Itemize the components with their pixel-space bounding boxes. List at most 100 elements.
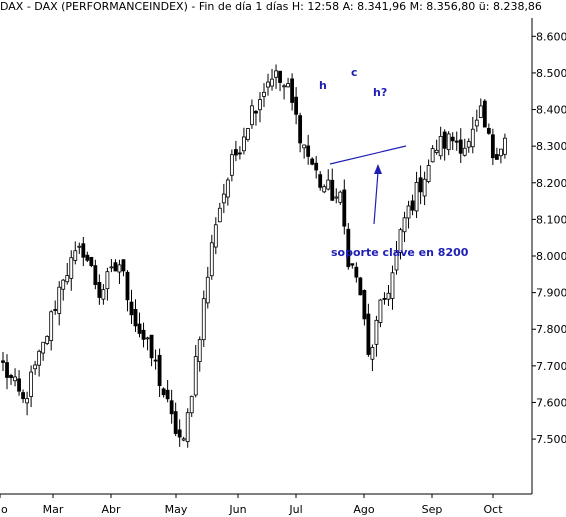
x-axis: o Mar Abr May Jun Jul Ago Sep Oct [0,493,532,516]
candle-body [478,105,483,118]
candle-body [426,165,431,182]
candle-body [145,337,150,340]
candle-body [382,298,387,300]
candle-body [217,207,222,223]
candle-body [406,205,411,219]
candle-body [418,177,423,193]
candle-body [69,257,74,279]
x-tick-label: Mar [43,503,64,516]
candle-body [338,191,343,203]
candle-body [358,277,363,296]
candle-body [21,392,25,400]
candle-body [362,290,367,320]
candle-body [394,251,399,271]
candle-body [434,149,439,153]
candle-body [205,276,210,304]
candle-body [258,99,262,111]
candle-body [470,128,475,148]
candle-body [278,70,282,83]
candle-body [121,259,126,272]
candle-body [229,154,234,176]
candle-body [378,299,383,323]
candle-body [65,275,70,283]
candle-body [442,131,447,149]
annotation-h-right: h? [373,86,387,99]
candle-body [274,70,278,78]
arrow-icon [373,171,379,225]
x-tick-label: Oct [483,503,503,516]
candle-body [490,134,495,159]
candle-body [298,115,303,144]
candle-body [25,398,29,404]
y-tick-label: 8.000 [536,250,566,263]
x-tick-label: o [1,503,8,516]
candle-body [185,412,190,442]
candle-body [446,133,451,151]
candle-body [173,411,178,434]
candle-body [450,136,455,142]
candle-body [266,81,270,88]
candle-body [238,152,242,155]
candle-body [330,179,335,201]
candle-body [354,266,359,278]
candle-body [366,313,371,355]
x-tick-label: Sep [422,503,443,516]
y-tick-label: 8.600 [536,30,566,43]
candle-body [414,181,419,212]
candle-body [466,141,471,148]
candle-body [346,228,351,268]
candle-body [37,350,42,366]
candle-body [29,371,34,397]
candle-body [318,174,323,188]
candle-body [221,193,226,204]
candle-body [165,389,170,400]
candle-body [105,271,110,290]
support-trendline [329,145,407,165]
candle-body [225,179,230,198]
candle-body [410,200,415,211]
candle-body [262,91,266,97]
candle-body [290,78,294,103]
candle-body [282,85,286,88]
y-tick-label: 8.500 [536,67,566,80]
candle-body [486,128,491,134]
candle-body [85,254,90,261]
y-tick-label: 8.100 [536,213,566,226]
candle-body [233,149,238,156]
x-tick-label: Abr [101,503,121,516]
candle-body [398,229,403,253]
annotation-support: soporte clave en 8200 [331,246,469,259]
candle-body [61,279,66,290]
candle-body [402,217,407,233]
x-tick-label: Ago [353,503,375,516]
candle-body [13,376,17,382]
candle-body [458,139,463,154]
candle-body [73,250,78,261]
candle-body [125,271,130,301]
y-tick-label: 7.600 [536,396,566,409]
chart-header: DAX - DAX (PERFORMANCEINDEX) - Fin de dí… [0,0,542,13]
candle-body [169,400,174,415]
candle-body [113,262,118,272]
candles-group [1,64,507,448]
annotation-c: c [351,66,358,79]
candle-body [302,144,307,149]
y-tick-label: 8.200 [536,177,566,190]
candle-body [157,354,162,387]
candle-body [370,347,375,360]
candle-body [201,298,206,341]
candle-body [350,263,355,266]
candle-body [454,140,459,143]
candle-body [129,301,134,316]
candle-body [89,256,94,266]
candle-body [294,96,299,115]
candle-body [109,266,114,269]
candle-body [494,154,499,160]
candle-body [254,110,258,114]
candle-body [101,289,106,300]
candle-body [45,336,50,344]
y-tick-label: 7.800 [536,323,566,336]
candle-body [81,243,86,258]
candle-body [326,179,331,190]
candle-body [93,265,98,285]
